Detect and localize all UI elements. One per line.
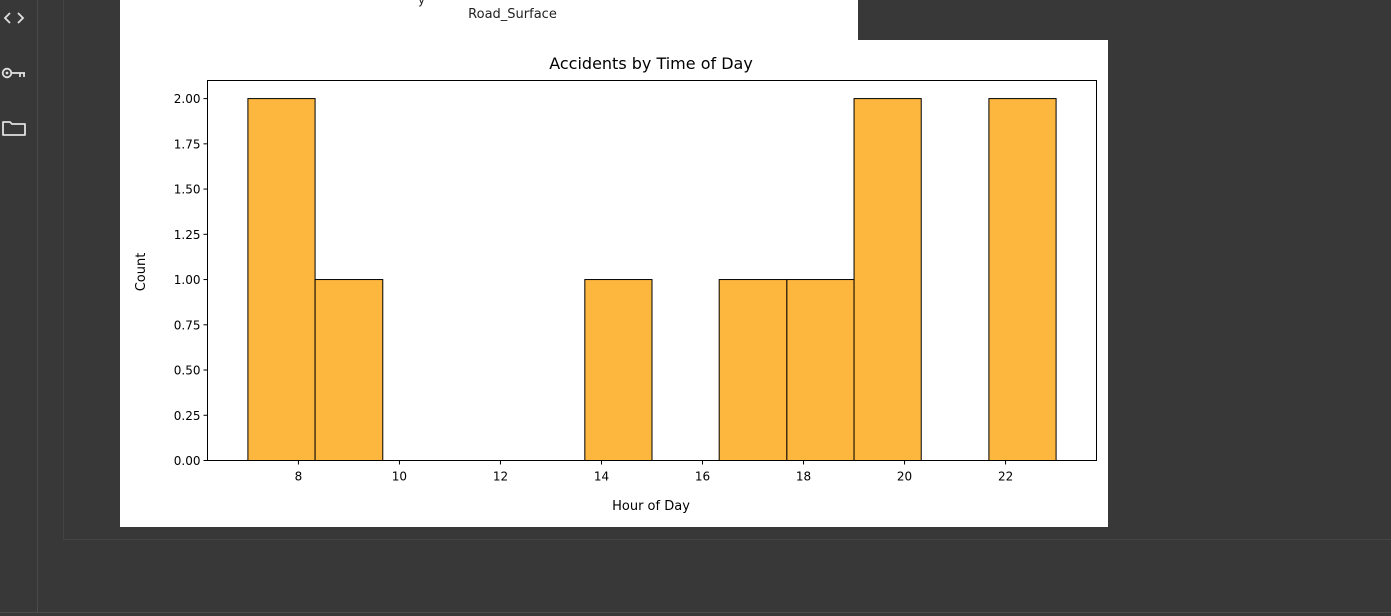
histogram-bar-8 bbox=[786, 279, 855, 461]
key-icon[interactable] bbox=[0, 61, 28, 85]
previous-chart-cut-text: y bbox=[418, 0, 426, 7]
histogram-bar-0 bbox=[247, 98, 316, 461]
status-divider bbox=[0, 612, 1391, 613]
chart-output: Accidents by Time of Day Hour of Day Cou… bbox=[120, 40, 1108, 527]
ticks-layer: 8 10 12 14 16 18 20 22 0.00 0.25 0.50 0.75 1.00 1.25 1… bbox=[174, 92, 1013, 483]
y-tick-label-8: 2.00 bbox=[174, 92, 201, 106]
y-tick-label-1: 0.25 bbox=[174, 409, 201, 423]
y-tick-label-2: 0.50 bbox=[174, 364, 201, 378]
histogram-bar-11 bbox=[988, 98, 1057, 461]
histogram-bar-7 bbox=[718, 279, 788, 461]
left-sidebar bbox=[0, 0, 38, 613]
y-tick-label-4: 1.00 bbox=[174, 273, 201, 287]
histogram-bar-5 bbox=[584, 279, 653, 461]
previous-chart-output: y Road_Surface bbox=[120, 0, 858, 40]
x-tick-label-2: 12 bbox=[493, 470, 508, 484]
y-axis-label: Count bbox=[134, 253, 149, 292]
x-tick-label-5: 18 bbox=[796, 470, 811, 484]
code-icon[interactable] bbox=[0, 6, 28, 30]
x-tick-label-7: 22 bbox=[998, 470, 1013, 484]
chart-title: Accidents by Time of Day bbox=[549, 54, 753, 73]
x-tick-label-4: 16 bbox=[695, 470, 710, 484]
y-tick-label-5: 1.25 bbox=[174, 228, 201, 242]
plot-frame bbox=[207, 80, 1097, 461]
y-tick-label-7: 1.75 bbox=[174, 137, 201, 151]
previous-chart-xlabel: Road_Surface bbox=[468, 7, 557, 22]
y-tick-label-0: 0.00 bbox=[174, 454, 201, 468]
y-tick-label-3: 0.75 bbox=[174, 318, 201, 332]
histogram-chart: Accidents by Time of Day Hour of Day Cou… bbox=[134, 54, 1097, 514]
x-tick-label-0: 8 bbox=[295, 470, 303, 484]
x-tick-label-3: 14 bbox=[594, 470, 609, 484]
x-tick-label-1: 10 bbox=[392, 470, 407, 484]
bars-layer bbox=[247, 98, 1057, 461]
folder-icon[interactable] bbox=[0, 116, 28, 140]
histogram-bar-9 bbox=[853, 98, 922, 461]
x-tick-label-6: 20 bbox=[897, 470, 912, 484]
histogram-bar-1 bbox=[314, 279, 384, 461]
x-axis-label: Hour of Day bbox=[612, 499, 690, 514]
y-tick-label-6: 1.50 bbox=[174, 183, 201, 197]
